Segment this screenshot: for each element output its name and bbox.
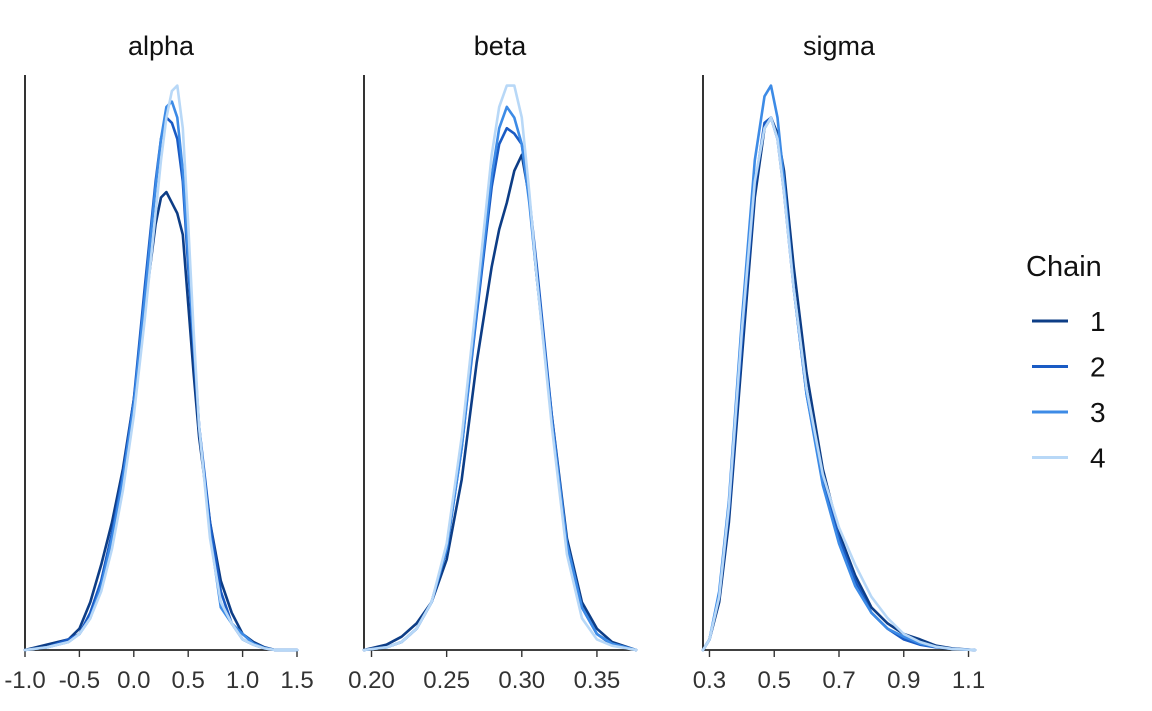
x-tick-label: 0.25 bbox=[423, 667, 470, 694]
x-tick-label: -0.5 bbox=[59, 667, 100, 694]
density-line-chain-3 bbox=[23, 100, 299, 652]
legend-label: 2 bbox=[1090, 352, 1106, 383]
panel-title: beta bbox=[474, 31, 528, 61]
legend-label: 1 bbox=[1090, 306, 1106, 337]
x-tick-label: 0.0 bbox=[117, 667, 150, 694]
density-line-chain-4 bbox=[701, 116, 977, 652]
x-tick-label: 0.5 bbox=[758, 667, 791, 694]
x-tick-label: 0.5 bbox=[172, 667, 205, 694]
legend-label: 4 bbox=[1090, 443, 1106, 474]
density-line-chain-3 bbox=[701, 84, 977, 652]
x-tick-label: 1.1 bbox=[952, 667, 985, 694]
legend-item-chain-4: 4 bbox=[1032, 443, 1106, 474]
legend-item-chain-3: 3 bbox=[1032, 397, 1106, 428]
legend: Chain 1 2 3 4 bbox=[1026, 251, 1106, 474]
density-line-chain-4 bbox=[23, 84, 299, 652]
legend-item-chain-2: 2 bbox=[1032, 352, 1106, 383]
panel-beta: beta 0.20 0.25 0.30 0.35 bbox=[348, 31, 638, 694]
legend-label: 3 bbox=[1090, 397, 1106, 428]
x-tick-label: 0.30 bbox=[498, 667, 545, 694]
x-tick-label: 1.0 bbox=[226, 667, 259, 694]
panels: alpha -1.0 -0.5 0.0 0.5 1.0 1.5 beta 0.20 0.25 0.3… bbox=[4, 31, 985, 694]
density-line-chain-1 bbox=[23, 190, 299, 652]
panel-alpha: alpha -1.0 -0.5 0.0 0.5 1.0 1.5 bbox=[4, 31, 313, 694]
x-tick-label: -1.0 bbox=[4, 667, 45, 694]
x-tick-label: 1.5 bbox=[280, 667, 313, 694]
panel-title: sigma bbox=[803, 31, 876, 61]
density-line-chain-2 bbox=[701, 116, 977, 652]
x-tick-label: 0.20 bbox=[348, 667, 395, 694]
x-tick-label: 0.7 bbox=[822, 667, 855, 694]
legend-item-chain-1: 1 bbox=[1032, 306, 1106, 337]
x-tick-label: 0.9 bbox=[887, 667, 920, 694]
legend-title: Chain bbox=[1026, 251, 1102, 283]
density-line-chain-1 bbox=[701, 116, 977, 652]
x-tick-label: 0.3 bbox=[693, 667, 726, 694]
density-line-chain-1 bbox=[362, 153, 638, 652]
panel-sigma: sigma 0.3 0.5 0.7 0.9 1.1 bbox=[693, 31, 985, 694]
density-line-chain-3 bbox=[362, 105, 638, 652]
panel-title: alpha bbox=[128, 31, 195, 61]
density-line-chain-2 bbox=[362, 126, 638, 652]
density-line-chain-4 bbox=[362, 84, 638, 652]
x-tick-label: 0.35 bbox=[574, 667, 621, 694]
